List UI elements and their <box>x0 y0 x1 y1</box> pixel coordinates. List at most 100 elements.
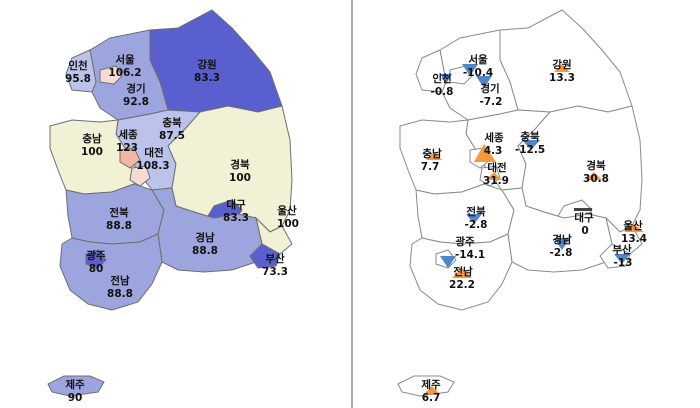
region-busan[interactable] <box>249 243 281 269</box>
label-gwangju-name: 광주 <box>86 250 106 262</box>
region-jeonnam[interactable] <box>59 233 163 311</box>
label-r-jeju-name: 제주 <box>421 378 441 391</box>
label-r-jeonbuk-name: 전북 <box>466 205 486 218</box>
label-daejeon-name: 대전 <box>144 146 163 159</box>
decrease-arrow-gyeongnam <box>554 238 570 250</box>
label-r-daejeon-name: 대전 <box>487 161 506 174</box>
label-gyeonggi-value: 92.8 <box>123 96 149 108</box>
label-r-seoul-name: 서울 <box>468 53 488 66</box>
label-gyeongbuk-name: 경북 <box>230 158 250 171</box>
label-gyeongnam-name: 경남 <box>195 231 215 244</box>
increase-arrow-gyeongbuk <box>586 172 602 180</box>
decrease-arrow-chungbuk <box>522 140 540 150</box>
increase-arrow-gangwon <box>554 64 570 72</box>
label-r-daejeon-value: 31.9 <box>483 175 509 187</box>
outline-incheon[interactable] <box>415 49 447 93</box>
outline-jeonbuk[interactable] <box>415 183 515 245</box>
increase-arrow-chungnam <box>426 152 442 160</box>
label-r-chungnam-name: 충남 <box>422 147 442 160</box>
label-r-sejong-value: 4.3 <box>484 145 503 157</box>
label-r-busan-value: -13 <box>614 257 633 269</box>
label-daegu-name: 대구 <box>226 198 246 211</box>
label-jeonnam-value: 88.8 <box>107 288 133 300</box>
label-sejong-name: 세종 <box>118 128 138 141</box>
label-gyeongnam-value: 88.8 <box>192 245 218 257</box>
left-labels: 서울 106.2 인천 95.8 경기 92.8 강원 83.3 충북 87.5… <box>65 53 299 404</box>
label-gangwon-name: 강원 <box>197 58 216 71</box>
right-map <box>397 9 644 397</box>
label-r-gyeonggi-value: -7.2 <box>480 96 503 108</box>
label-r-ulsan-value: 13.4 <box>621 233 647 245</box>
label-r-gwangju-name: 광주 <box>455 236 475 248</box>
label-r-jeju-value: 6.7 <box>422 392 441 404</box>
label-incheon-name: 인천 <box>68 59 87 72</box>
label-seoul-name: 서울 <box>115 53 135 66</box>
label-busan-value: 73.3 <box>262 266 288 278</box>
label-r-gyeongnam-value: -2.8 <box>550 247 573 259</box>
label-chungbuk-value: 87.5 <box>159 130 185 142</box>
decrease-arrow-incheon <box>440 74 452 84</box>
label-r-daegu-value: 0 <box>581 225 588 237</box>
label-chungnam-value: 100 <box>81 146 103 158</box>
label-r-busan-name: 부산 <box>612 243 632 256</box>
label-daegu-value: 83.3 <box>223 212 249 224</box>
label-jeonnam-name: 전남 <box>110 274 130 287</box>
outline-jeju[interactable] <box>397 375 455 397</box>
label-r-sejong-name: 세종 <box>484 131 504 144</box>
decrease-arrow-gwangju <box>440 256 456 268</box>
label-r-jeonbuk-value: -2.8 <box>465 219 488 231</box>
label-seoul-value: 106.2 <box>108 67 141 79</box>
label-ulsan-name: 울산 <box>277 204 297 217</box>
label-r-jeonnam-value: 22.2 <box>449 279 475 291</box>
increase-arrow-sejong <box>474 144 496 162</box>
label-r-gyeongbuk-name: 경북 <box>586 159 606 172</box>
increase-arrow-jeonnam <box>452 268 472 278</box>
label-r-gangwon-name: 강원 <box>552 58 571 71</box>
label-incheon-value: 95.8 <box>65 73 91 85</box>
label-r-incheon-value: -0.8 <box>431 86 454 98</box>
label-jeonbuk-value: 88.8 <box>106 220 132 232</box>
left-map <box>47 9 293 397</box>
label-jeonbuk-name: 전북 <box>109 206 129 219</box>
label-chungnam-name: 충남 <box>82 132 102 145</box>
label-sejong-value: 123 <box>116 142 138 154</box>
label-r-ulsan-name: 울산 <box>623 219 643 232</box>
flat-marker-daegu <box>574 208 592 211</box>
right-labels: 서울 -10.4 인천 -0.8 경기 -7.2 강원 13.3 충북 -12.… <box>421 53 647 404</box>
label-jeju-name: 제주 <box>65 378 85 391</box>
label-r-gwangju-value: -14.1 <box>455 249 485 261</box>
label-r-gyeongnam-name: 경남 <box>552 233 572 246</box>
label-chungbuk-name: 충북 <box>162 116 182 129</box>
label-gangwon-value: 83.3 <box>194 72 220 84</box>
increase-arrow-ulsan <box>624 224 644 232</box>
label-gwangju-value: 80 <box>89 263 104 275</box>
increase-arrow-daejeon <box>486 172 502 180</box>
label-ulsan-value: 100 <box>277 218 299 230</box>
label-jeju-value: 90 <box>68 392 83 404</box>
decrease-arrow-jeonbuk <box>466 214 482 224</box>
region-sejong[interactable] <box>119 147 141 169</box>
decrease-arrow-seoul <box>462 64 478 76</box>
region-gwangju[interactable] <box>85 249 107 269</box>
decrease-arrow-busan <box>614 254 630 264</box>
label-r-chungnam-value: 7.7 <box>421 161 440 173</box>
label-r-gangwon-value: 13.3 <box>549 72 575 84</box>
region-jeju[interactable] <box>47 375 105 397</box>
label-r-gyeongbuk-value: 30.8 <box>583 173 609 185</box>
label-busan-name: 부산 <box>265 252 285 265</box>
label-r-incheon-name: 인천 <box>432 72 451 85</box>
increase-arrow-jeju <box>424 386 440 394</box>
label-r-jeonnam-name: 전남 <box>453 265 473 278</box>
label-gyeonggi-name: 경기 <box>126 82 145 95</box>
label-r-gyeonggi-name: 경기 <box>480 82 499 95</box>
region-daejeon[interactable] <box>129 165 151 187</box>
label-r-seoul-value: -10.4 <box>463 67 493 79</box>
label-gyeongbuk-value: 100 <box>229 172 251 184</box>
label-r-chungbuk-value: -12.5 <box>515 144 545 156</box>
region-seoul[interactable] <box>99 65 123 85</box>
decrease-arrow-gyeonggi <box>476 76 492 88</box>
label-daejeon-value: 108.3 <box>136 160 169 172</box>
label-r-chungbuk-name: 충북 <box>520 130 540 143</box>
region-incheon[interactable] <box>65 49 97 93</box>
